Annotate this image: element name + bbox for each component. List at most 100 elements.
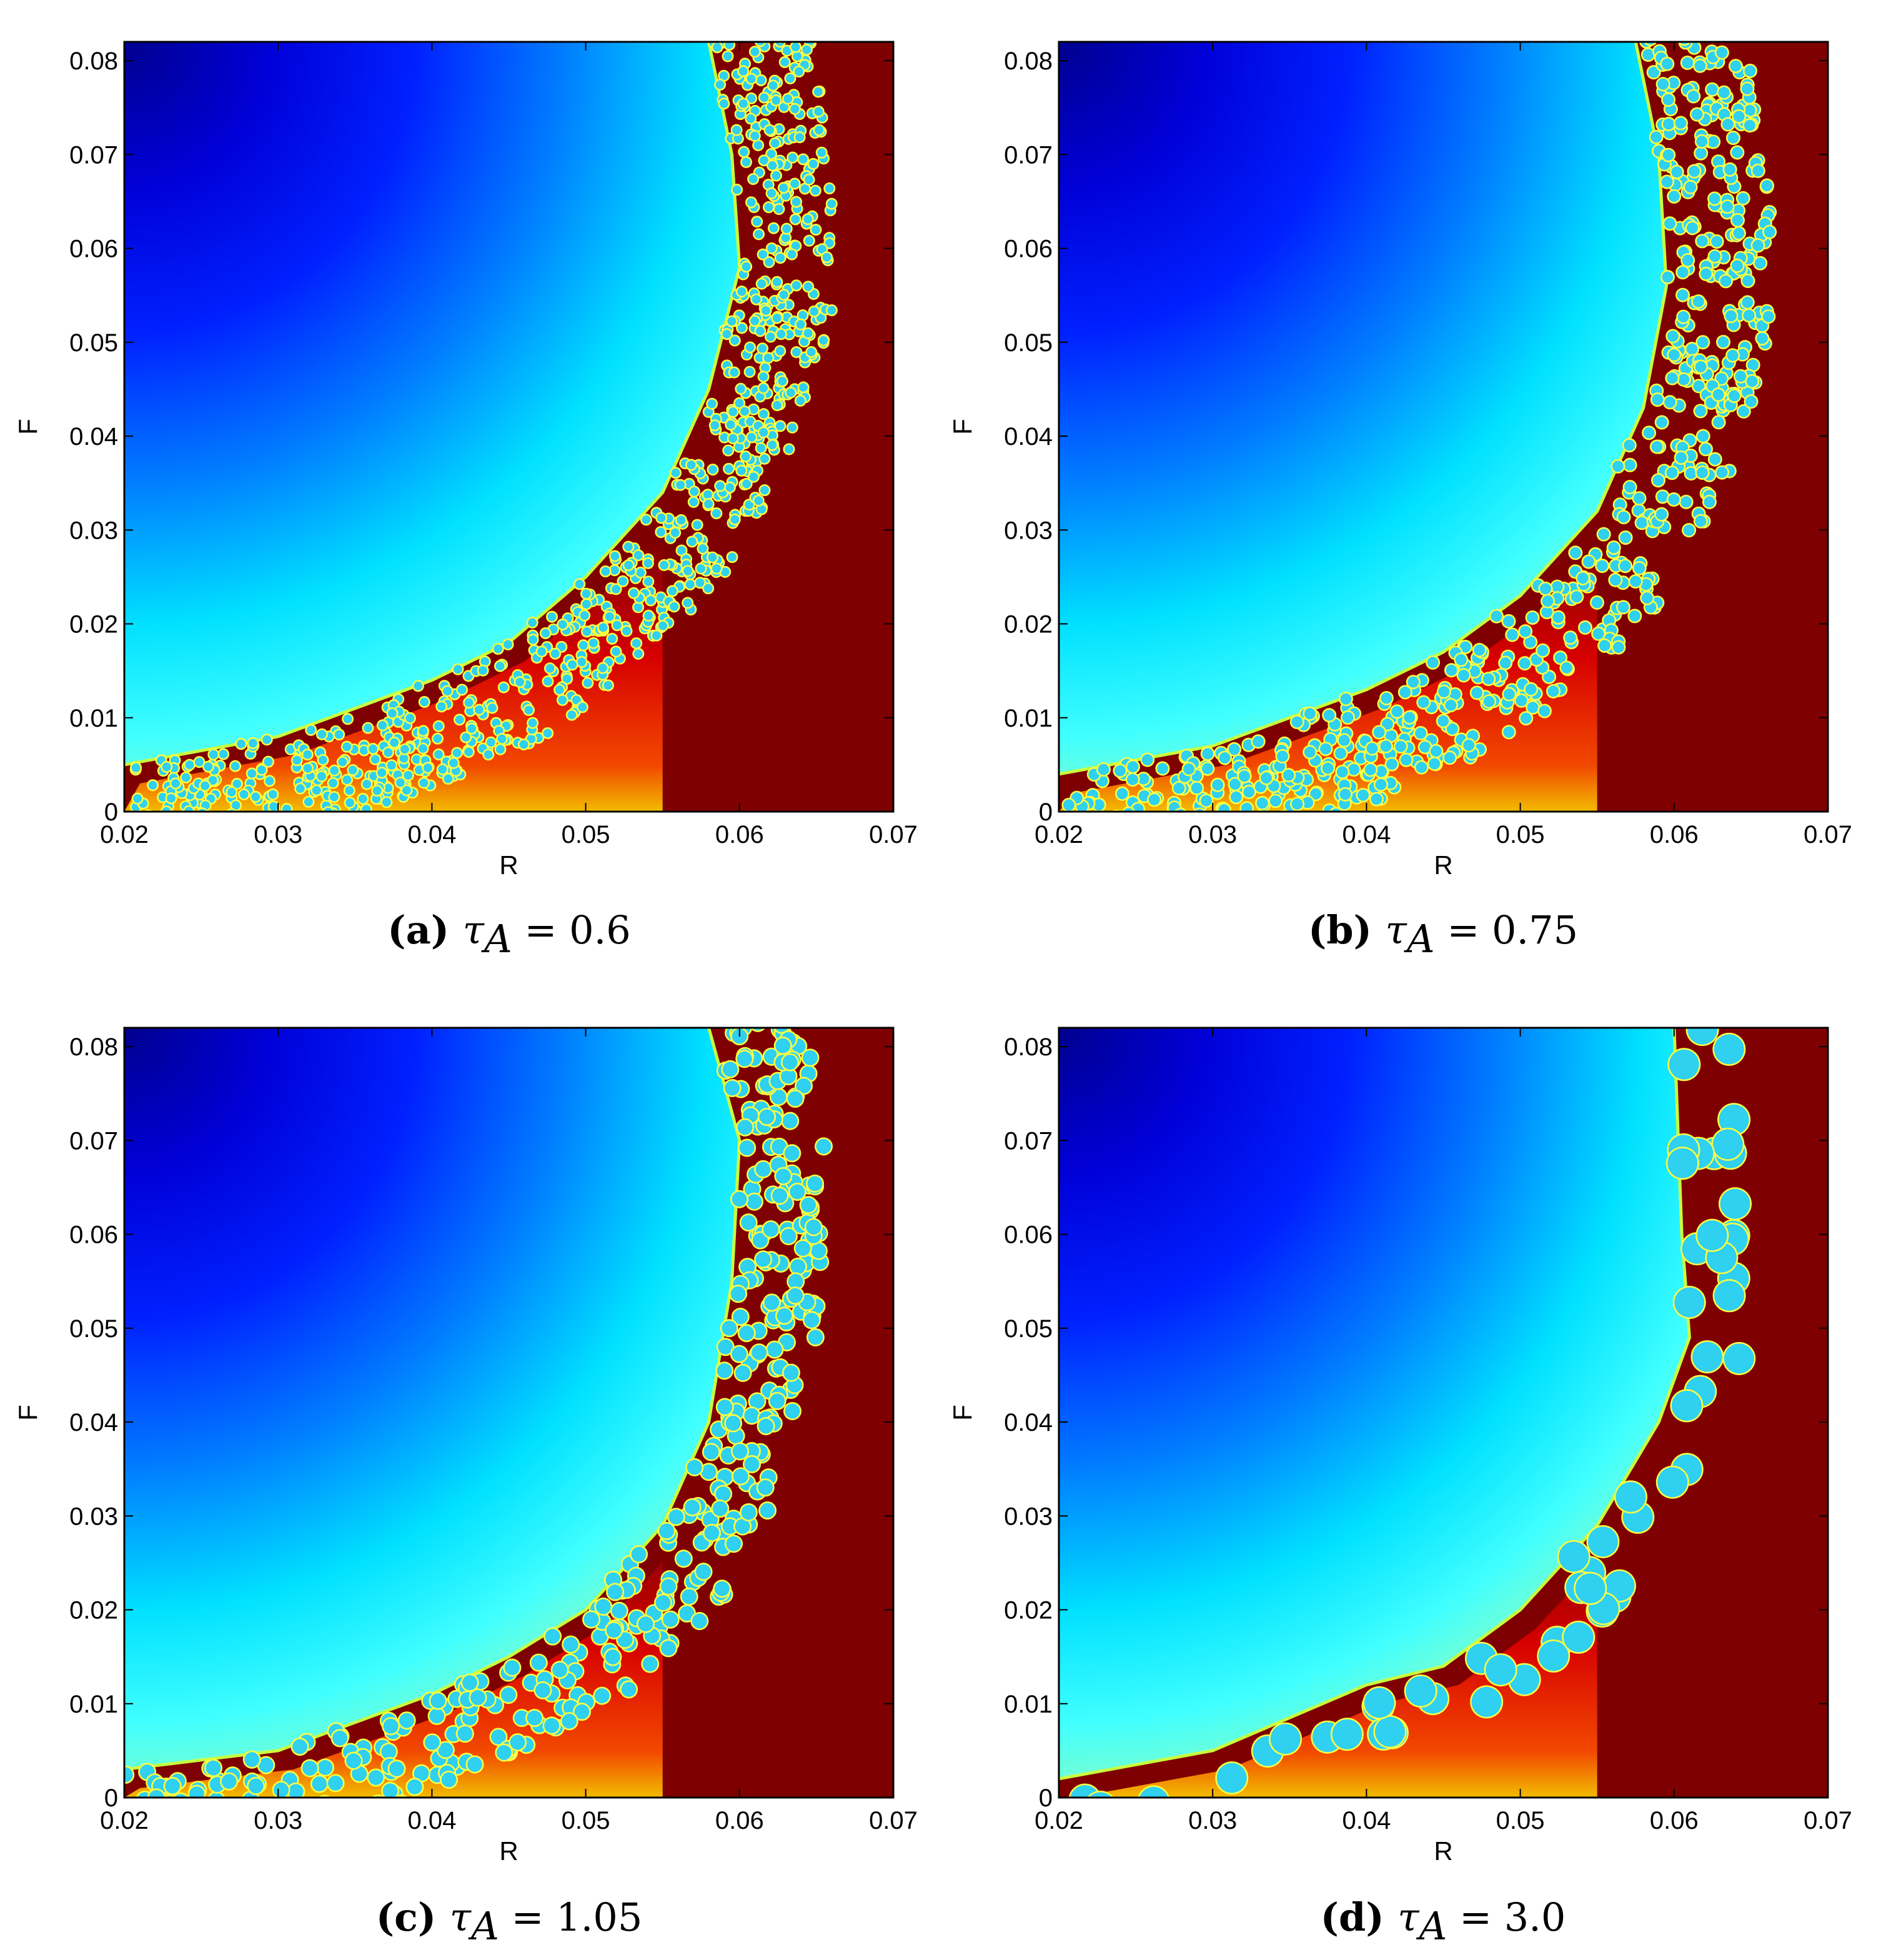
pattern-spot (719, 71, 728, 81)
pattern-spot (550, 649, 560, 659)
pattern-spot (661, 1579, 677, 1594)
pattern-spot (1733, 111, 1745, 122)
pattern-spot-rim (179, 1803, 197, 1821)
pattern-spot-rim (187, 1841, 206, 1859)
pattern-spot (199, 815, 207, 824)
pattern-spot (1712, 389, 1724, 400)
pattern-spot (368, 1770, 384, 1786)
pattern-spot-rim (1099, 845, 1114, 860)
pattern-spot (537, 647, 547, 656)
pattern-spot (785, 74, 795, 83)
pattern-spot (1608, 542, 1620, 554)
pattern-spot (1173, 782, 1185, 794)
pattern-spot (788, 1288, 803, 1303)
pattern-spot (612, 620, 622, 630)
pattern-spot-rim (1104, 830, 1119, 845)
pattern-spot-rim (1174, 835, 1189, 850)
pattern-spot (1282, 811, 1287, 812)
pattern-spot (1671, 166, 1683, 178)
pattern-spot (677, 515, 686, 525)
pattern-spot (1617, 601, 1629, 613)
pattern-spot (514, 1710, 530, 1726)
pattern-spot (1591, 597, 1603, 609)
pattern-spot-rim (1171, 817, 1186, 832)
pattern-spot (1371, 793, 1382, 805)
pattern-spot (819, 336, 828, 345)
pattern-spot (606, 1623, 622, 1638)
pattern-spot (232, 839, 241, 848)
pattern-spot (1253, 812, 1264, 823)
pattern-spot (563, 1637, 578, 1653)
pattern-spot (607, 634, 617, 644)
pattern-spot (1162, 841, 1173, 852)
x-tick-label: 0.07 (1804, 1807, 1852, 1834)
pattern-spot (1268, 817, 1279, 828)
pattern-spot-rim (1137, 821, 1151, 835)
pattern-spot (714, 1581, 730, 1596)
pattern-spot-rim (1171, 854, 1186, 868)
pattern-spot-rim (1094, 832, 1108, 846)
pattern-spot (757, 279, 767, 289)
pattern-spot (1093, 799, 1105, 811)
pattern-spot-rim (1249, 819, 1263, 833)
pattern-spot-rim (1238, 817, 1252, 831)
pattern-spot (754, 496, 763, 505)
pattern-spot (1117, 811, 1120, 812)
pattern-spot (1406, 1676, 1436, 1706)
pattern-spot (1138, 773, 1149, 785)
pattern-spot (1364, 1688, 1394, 1718)
pattern-spot (792, 281, 801, 290)
pattern-spot (1381, 719, 1393, 730)
pattern-spot (1167, 841, 1178, 852)
pattern-spot (723, 445, 733, 455)
pattern-spot (1657, 490, 1669, 502)
pattern-spot (320, 1796, 329, 1798)
pattern-spot (1559, 1541, 1589, 1572)
pattern-spot (184, 838, 192, 847)
x-tick-label: 0.06 (715, 1807, 764, 1834)
pattern-spot (441, 1772, 457, 1788)
pattern-spot (239, 1804, 254, 1819)
pattern-spot (595, 1599, 611, 1614)
pattern-spot (1575, 1573, 1606, 1604)
pattern-spot-rim (197, 813, 209, 825)
pattern-spot (1634, 562, 1645, 574)
pattern-spot-rim (207, 817, 219, 829)
pattern-spot (209, 840, 218, 848)
pattern-spot (1149, 815, 1160, 827)
pattern-spot-rim (227, 823, 239, 835)
pattern-spot (1109, 846, 1121, 857)
x-tick-label: 0.07 (869, 821, 918, 848)
pattern-spot (775, 1028, 789, 1032)
pattern-spot (1148, 793, 1160, 805)
pattern-spot (258, 1758, 274, 1773)
pattern-spot (1335, 747, 1347, 759)
pattern-spot (474, 705, 484, 714)
pattern-spot (544, 1718, 560, 1733)
pattern-spot (814, 107, 823, 116)
pattern-spot (527, 1710, 542, 1726)
pattern-spot (722, 329, 732, 339)
pattern-spot (713, 42, 722, 52)
pattern-spot (499, 683, 509, 692)
pattern-spot (741, 1215, 757, 1230)
pattern-spots (129, 42, 838, 848)
pattern-spot-rim (234, 813, 246, 825)
pattern-spot (1636, 517, 1648, 529)
pattern-spot (708, 465, 717, 474)
pattern-spot (750, 47, 760, 56)
pattern-spot (484, 750, 493, 759)
caption-symbol: τ (1386, 907, 1408, 953)
pattern-spot (772, 1139, 787, 1155)
pattern-spot (185, 760, 194, 770)
pattern-spot (535, 1683, 550, 1698)
pattern-spot (765, 126, 774, 135)
pattern-spot (1127, 761, 1139, 773)
x-tick-label: 0.05 (1496, 821, 1545, 848)
pattern-spot-rim (198, 820, 210, 832)
pattern-spot (395, 778, 405, 787)
pattern-spot (568, 660, 577, 669)
pattern-spot (1202, 748, 1214, 760)
plot-frame (1058, 41, 1829, 813)
pattern-spot (1385, 730, 1397, 742)
